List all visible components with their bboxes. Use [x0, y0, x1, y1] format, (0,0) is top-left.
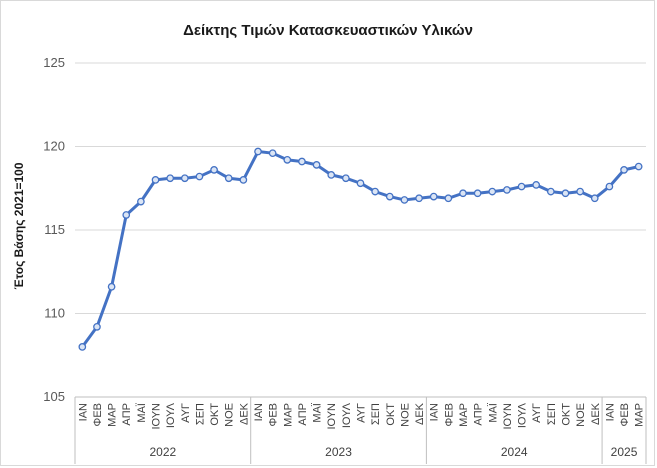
- data-point: [400, 196, 409, 204]
- x-tick-label: ΦΕΒ: [268, 403, 280, 426]
- data-point: [151, 176, 160, 184]
- data-point: [312, 161, 321, 169]
- x-tick-label: ΣΕΠ: [370, 403, 382, 425]
- x-tick-label: ΦΕΒ: [619, 403, 631, 426]
- x-tick-label: ΣΕΠ: [194, 403, 206, 425]
- x-tick-label: ΑΠΡ: [297, 403, 309, 426]
- x-tick-label: ΔΕΚ: [414, 402, 426, 425]
- data-point: [473, 189, 482, 198]
- data-point: [268, 149, 277, 158]
- data-point: [546, 187, 555, 196]
- x-tick-label: ΙΟΥΝ: [151, 403, 163, 430]
- y-tick-label: 120: [43, 139, 65, 154]
- data-point: [93, 323, 101, 331]
- x-tick-label: ΝΟΕ: [575, 403, 587, 427]
- data-point: [166, 174, 175, 183]
- data-point: [371, 187, 379, 196]
- data-point: [415, 194, 423, 203]
- data-point: [195, 172, 204, 181]
- data-point: [532, 181, 541, 189]
- data-point: [342, 174, 350, 183]
- data-point: [239, 176, 248, 184]
- y-tick-label: 125: [43, 55, 65, 70]
- y-tick-label: 110: [44, 306, 65, 321]
- data-point: [78, 343, 87, 351]
- y-axis-ticks: 105 110 115 120 125: [43, 55, 65, 404]
- x-tick-label: ΔΕΚ: [590, 402, 602, 425]
- y-tick-label: 105: [43, 389, 65, 404]
- x-tick-label: ΙΑΝ: [604, 403, 616, 421]
- data-point: [605, 182, 614, 191]
- gridlines: [75, 62, 646, 398]
- x-tick-label: ΦΕΒ: [92, 403, 104, 426]
- data-point: [283, 156, 292, 164]
- data-point: [298, 157, 306, 166]
- x-tick-label: ΣΕΠ: [546, 403, 558, 425]
- x-tick-label: ΜΑΡ: [634, 403, 646, 427]
- data-point: [503, 186, 511, 194]
- x-tick-label: ΙΟΥΛ: [341, 402, 353, 428]
- x-tick-label: ΔΕΚ: [238, 402, 250, 425]
- data-point: [517, 182, 526, 191]
- x-tick-label: ΜΑΪ: [487, 402, 499, 423]
- x-tick-label: ΙΟΥΛ: [517, 402, 529, 428]
- x-axis-ticks: ΙΑΝ ΦΕΒ ΜΑΡ ΑΠΡ ΜΑΪ ΙΟΥΝ ΙΟΥΛ ΑΥΓ ΣΕΠ ΟΚΤ ΝΟΕ ΔΕΚ ΙΑ…: [74, 397, 647, 464]
- data-point: [224, 174, 233, 183]
- x-tick-label: ΜΑΪ: [312, 402, 324, 423]
- data-point: [327, 171, 336, 179]
- y-tick-label: 115: [44, 222, 65, 237]
- data-point: [180, 174, 189, 183]
- x-tick-label: ΜΑΪ: [136, 402, 148, 423]
- data-point: [385, 192, 394, 201]
- data-point: [137, 197, 145, 206]
- data-point: [590, 194, 599, 203]
- data-point: [459, 189, 467, 198]
- x-tick-label: ΝΟΕ: [399, 403, 411, 427]
- data-point: [576, 187, 584, 196]
- x-tick-label: ΜΑΡ: [107, 403, 119, 427]
- x-tick-label: ΝΟΕ: [224, 403, 236, 427]
- x-tick-label: ΙΑΝ: [77, 403, 89, 421]
- x-tick-label: ΑΠΡ: [473, 403, 485, 426]
- x-tick-label: ΑΥΓ: [356, 403, 368, 423]
- x-tick-label: ΟΚΤ: [385, 403, 397, 426]
- data-point: [429, 192, 438, 201]
- data-point: [356, 179, 365, 188]
- x-tick-label: ΜΑΡ: [282, 403, 294, 427]
- data-point: [254, 147, 262, 156]
- year-label: 2025: [611, 445, 638, 459]
- y-axis-label: Έτος Βάσης 2021=100: [12, 162, 26, 289]
- x-tick-label: ΟΚΤ: [560, 403, 572, 426]
- x-tick-label: ΑΥΓ: [531, 403, 543, 423]
- data-point: [444, 194, 453, 203]
- data-point: [122, 211, 131, 219]
- x-tick-label: ΟΚΤ: [209, 403, 221, 426]
- x-tick-label: ΦΕΒ: [443, 403, 455, 426]
- year-label: 2024: [501, 445, 528, 459]
- x-tick-label: ΑΠΡ: [121, 403, 133, 426]
- year-label: 2022: [149, 445, 176, 459]
- data-point: [634, 162, 643, 171]
- data-point: [620, 166, 628, 174]
- x-tick-label: ΙΟΥΝ: [502, 403, 514, 430]
- x-tick-label: ΙΑΝ: [429, 403, 441, 421]
- data-point: [488, 187, 497, 196]
- data-point: [107, 282, 116, 291]
- data-point: [210, 166, 218, 174]
- x-tick-label: ΑΥΓ: [180, 403, 192, 423]
- series-points: [78, 147, 643, 351]
- x-tick-label: ΙΟΥΛ: [165, 402, 177, 428]
- x-tick-label: ΜΑΡ: [458, 403, 470, 427]
- data-point: [561, 189, 570, 198]
- x-tick-label: ΙΟΥΝ: [326, 403, 338, 430]
- chart-title: Δείκτης Τιμών Κατασκευαστικών Υλικών: [183, 22, 473, 39]
- year-label: 2023: [325, 445, 352, 459]
- x-tick-label: ΙΑΝ: [253, 403, 265, 421]
